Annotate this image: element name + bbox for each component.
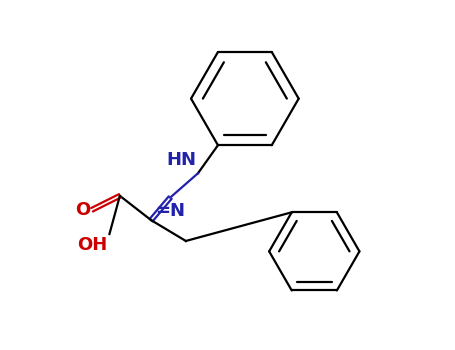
Text: =N: =N [155,202,185,220]
Text: HN: HN [166,151,196,169]
Text: OH: OH [77,236,108,254]
Text: O: O [75,201,91,219]
